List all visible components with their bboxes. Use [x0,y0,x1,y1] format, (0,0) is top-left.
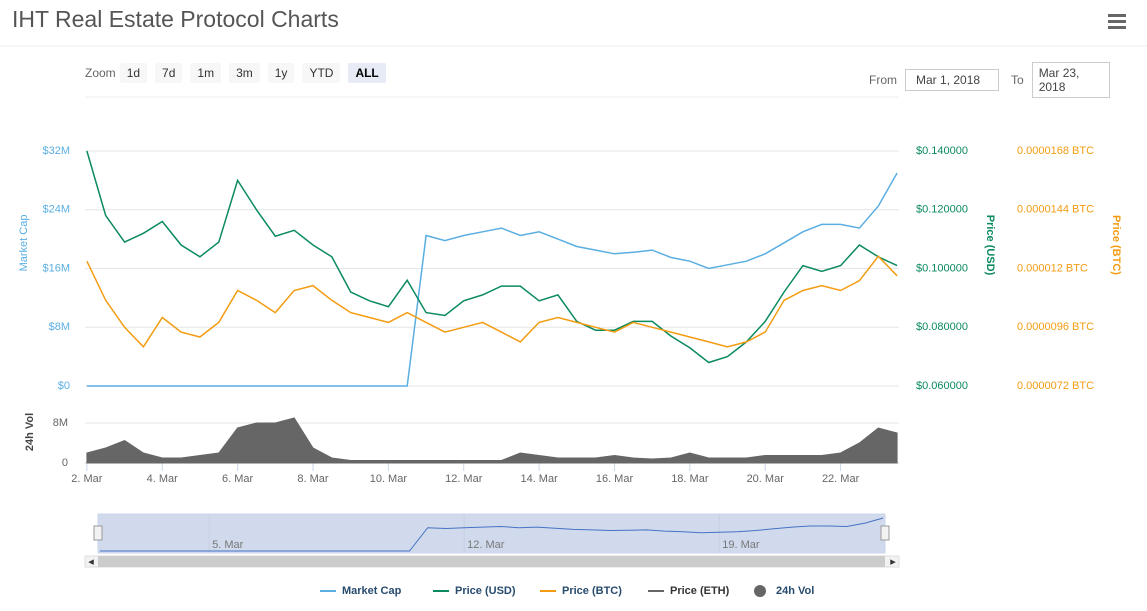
x-tick-label: 4. Mar [147,473,179,485]
y-tick-label: $24M [42,204,70,216]
vol-tick-label: 0 [62,457,68,469]
legend-symbol [754,585,766,597]
x-tick-label: 10. Mar [370,473,408,485]
y3-tick-label: 0.0000168 BTC [1017,145,1094,157]
legend-label[interactable]: Price (ETH) [670,585,730,597]
y3-tick-label: 0.000012 BTC [1017,262,1088,274]
zoom-button[interactable]: 7d [155,63,183,83]
zoom-button[interactable]: YTD [302,63,341,83]
navigator-tick-label: 19. Mar [722,539,760,551]
x-tick-label: 8. Mar [297,473,329,485]
y2-tick-label: $0.100000 [916,262,968,274]
y-tick-label: $32M [42,145,70,157]
series-line [86,150,898,364]
zoom-bar: Zoom 1d 7d 1m 3m 1y YTD ALL [85,63,394,83]
navigator-handle[interactable] [880,525,890,541]
y-tick-label: $0 [58,380,70,392]
y3-tick-label: 0.0000096 BTC [1017,321,1094,333]
y2-axis-title: Price (USD) [984,215,996,276]
series-line [86,255,898,349]
navigator-tick-label: 12. Mar [467,539,505,551]
navigator-line [99,517,884,552]
x-tick-label: 12. Mar [445,473,483,485]
y2-tick-label: $0.080000 [916,321,968,333]
vol-tick-label: 8M [53,417,68,429]
navigator-handle[interactable] [93,525,103,541]
y2-tick-label: $0.140000 [916,145,968,157]
legend-label[interactable]: 24h Vol [776,585,814,597]
y3-tick-label: 0.0000072 BTC [1017,380,1094,392]
y-tick-label: $8M [49,321,70,333]
y2-tick-label: $0.060000 [916,380,968,392]
zoom-button[interactable]: 3m [229,63,260,83]
y3-axis-title: Price (BTC) [1110,215,1122,275]
to-input[interactable]: Mar 23, 2018 [1031,62,1110,98]
legend-label[interactable]: Market Cap [342,585,402,597]
x-tick-label: 6. Mar [222,473,254,485]
from-input[interactable]: Mar 1, 2018 [905,69,999,91]
x-tick-label: 2. Mar [71,473,103,485]
zoom-button[interactable]: 1d [119,63,148,83]
zoom-label: Zoom [85,66,116,80]
zoom-button[interactable]: 1m [190,63,222,83]
y-axis-title: Market Cap [18,215,30,272]
chart-title: IHT Real Estate Protocol Charts [12,6,339,32]
x-tick-label: 18. Mar [671,473,709,485]
y-tick-label: $16M [42,262,70,274]
x-tick-label: 22. Mar [822,473,860,485]
zoom-button[interactable]: 1y [267,63,295,83]
from-label: From [869,73,897,87]
x-tick-label: 14. Mar [520,473,558,485]
y2-tick-label: $0.120000 [916,204,968,216]
scrollbar-thumb[interactable] [98,556,885,567]
x-tick-label: 16. Mar [596,473,634,485]
date-range: From Mar 1, 2018 To Mar 23, 2018 [869,62,1110,98]
y3-tick-label: 0.0000144 BTC [1017,204,1094,216]
scroll-right: ▸ [890,556,896,568]
scroll-left: ◂ [88,556,94,568]
legend-label[interactable]: Price (USD) [455,585,516,597]
legend-label[interactable]: Price (BTC) [562,585,622,597]
series-line [86,172,898,387]
navigator-bg [97,513,886,554]
volume-area [86,417,898,464]
to-label: To [1011,73,1024,87]
zoom-button[interactable]: ALL [348,63,386,83]
navigator-tick-label: 5. Mar [212,539,244,551]
x-tick-label: 20. Mar [747,473,785,485]
vol-axis-title: 24h Vol [24,413,36,451]
menu-button[interactable] [1108,14,1126,32]
